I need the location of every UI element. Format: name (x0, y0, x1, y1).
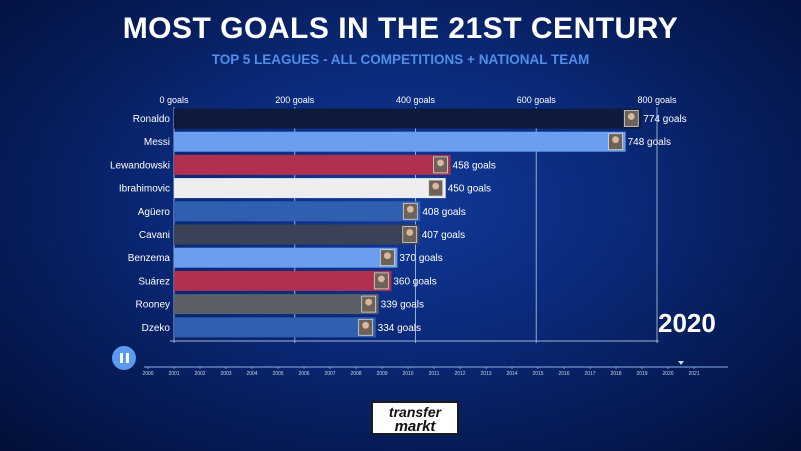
player-face-icon (362, 321, 370, 329)
category-label: Dzeko (142, 323, 171, 334)
player-face-icon (612, 136, 620, 144)
value-label: 360 goals (393, 276, 436, 287)
category-label: Agüero (138, 207, 171, 218)
bar (174, 270, 392, 291)
player-face-icon (406, 229, 414, 236)
player-face-icon (437, 159, 444, 167)
bar (174, 108, 642, 129)
timeline-year-label: 2016 (558, 371, 569, 377)
timeline-year-label: 2004 (246, 371, 257, 377)
player-face-icon (377, 275, 385, 283)
x-tick-label: 200 goals (275, 95, 315, 105)
timeline-year-label: 2014 (506, 371, 517, 377)
timeline-year-label: 2015 (532, 371, 543, 377)
value-label: 334 goals (378, 323, 421, 334)
value-label: 450 goals (448, 184, 491, 195)
player-face-icon (406, 205, 414, 213)
category-label: Ronaldo (133, 114, 171, 125)
value-label: 339 goals (381, 300, 424, 311)
timeline-year-label: 2017 (584, 371, 595, 377)
player-face-icon (627, 113, 635, 120)
timeline-year-label: 2007 (324, 371, 335, 377)
timeline-year-label: 2012 (454, 371, 465, 377)
category-label: Lewandowski (110, 160, 170, 171)
timeline-year-label: 2009 (376, 371, 387, 377)
x-tick-label: 400 goals (396, 95, 436, 105)
timeline-year-label: 2018 (610, 371, 621, 377)
x-tick-label: 0 goals (159, 95, 189, 105)
timeline-year-label: 2003 (220, 371, 231, 377)
timeline-year-label: 2001 (168, 371, 179, 377)
timeline-marker-icon (678, 361, 684, 365)
player-face-icon (432, 182, 440, 190)
category-label: Benzema (128, 253, 171, 264)
category-label: Cavani (139, 230, 170, 241)
timeline-year-label: 2006 (298, 371, 309, 377)
x-tick-label: 800 goals (637, 95, 677, 105)
bar (174, 224, 420, 245)
logo-line2: markt (394, 418, 436, 435)
value-label: 774 goals (643, 114, 686, 125)
category-label: Rooney (136, 300, 170, 311)
value-label: 407 goals (422, 230, 465, 241)
chart-subtitle: TOP 5 LEAGUES - ALL COMPETITIONS + NATIO… (211, 52, 590, 67)
timeline-year-label: 2020 (662, 371, 673, 377)
bar (174, 201, 421, 222)
category-label: Ibrahimovic (119, 184, 170, 195)
timeline-year-label: 2008 (350, 371, 361, 377)
timeline-year-label: 2005 (272, 371, 283, 377)
player-face-icon (383, 252, 391, 260)
logo-line1: transfer (388, 404, 442, 420)
value-label: 458 goals (453, 160, 496, 171)
current-year-label: 2020 (658, 308, 716, 338)
bar (174, 247, 398, 268)
pause-icon (120, 353, 129, 363)
timeline-year-label: 2013 (480, 371, 491, 377)
timeline-year-label: 2011 (429, 371, 440, 377)
timeline-year-label: 2021 (688, 371, 699, 377)
category-label: Suárez (138, 276, 170, 287)
value-label: 408 goals (422, 207, 465, 218)
bar (174, 131, 626, 152)
timeline-year-label: 2000 (142, 371, 153, 377)
bar (174, 317, 376, 338)
transfermarkt-logo: transfer markt (371, 401, 459, 435)
timeline-year-label: 2019 (636, 371, 647, 377)
x-tick-label: 600 goals (517, 95, 557, 105)
chart-title: MOST GOALS IN THE 21ST CENTURY (122, 12, 679, 45)
value-label: 748 goals (628, 137, 671, 148)
category-label: Messi (144, 137, 170, 148)
bar (174, 294, 379, 315)
bar (174, 178, 446, 199)
timeline-year-label: 2010 (402, 371, 413, 377)
player-face-icon (365, 298, 373, 306)
value-label: 370 goals (399, 253, 442, 264)
bar (174, 154, 451, 175)
pause-button[interactable] (112, 346, 136, 370)
timeline-year-label: 2002 (194, 371, 205, 377)
